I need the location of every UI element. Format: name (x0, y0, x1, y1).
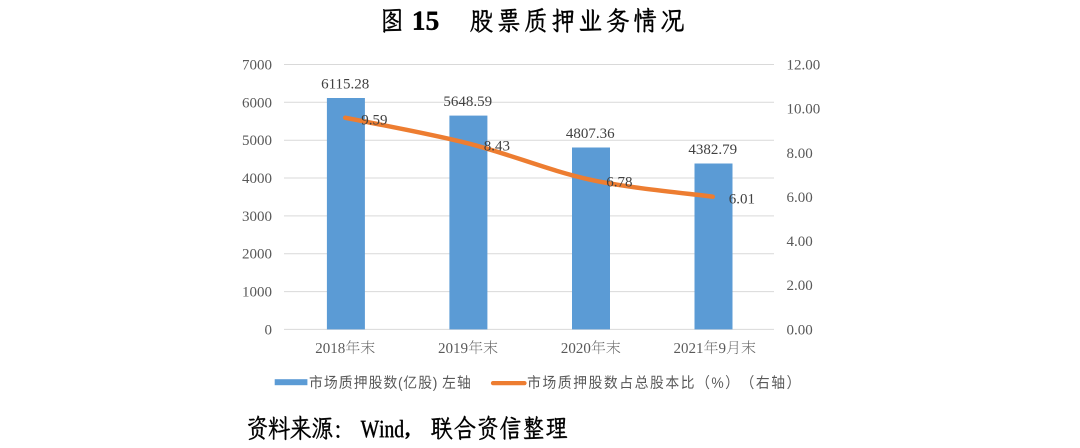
svg-text:6000: 6000 (242, 95, 272, 111)
svg-text:0: 0 (265, 322, 273, 338)
svg-text:2.00: 2.00 (787, 278, 813, 294)
svg-text:12.00: 12.00 (787, 58, 821, 74)
svg-text:8.00: 8.00 (787, 146, 813, 162)
svg-text:0.00: 0.00 (787, 322, 813, 338)
svg-text:4382.79: 4382.79 (688, 142, 737, 158)
svg-text:4000: 4000 (242, 171, 272, 187)
svg-text:1000: 1000 (242, 285, 272, 301)
svg-text:6115.28: 6115.28 (321, 77, 369, 93)
svg-text:7000: 7000 (242, 58, 272, 74)
svg-text:10.00: 10.00 (787, 102, 821, 118)
svg-text:2000: 2000 (242, 247, 272, 263)
svg-text:4807.36: 4807.36 (566, 126, 615, 142)
svg-text:6.00: 6.00 (787, 190, 813, 206)
svg-text:5648.59: 5648.59 (443, 94, 492, 110)
svg-text:6.78: 6.78 (606, 175, 632, 191)
svg-text:3000: 3000 (242, 209, 272, 225)
svg-text:5000: 5000 (242, 133, 272, 149)
svg-text:8.43: 8.43 (484, 138, 510, 154)
svg-text:9.59: 9.59 (361, 113, 387, 129)
svg-text:6.01: 6.01 (729, 192, 755, 208)
svg-text:4.00: 4.00 (787, 234, 813, 250)
